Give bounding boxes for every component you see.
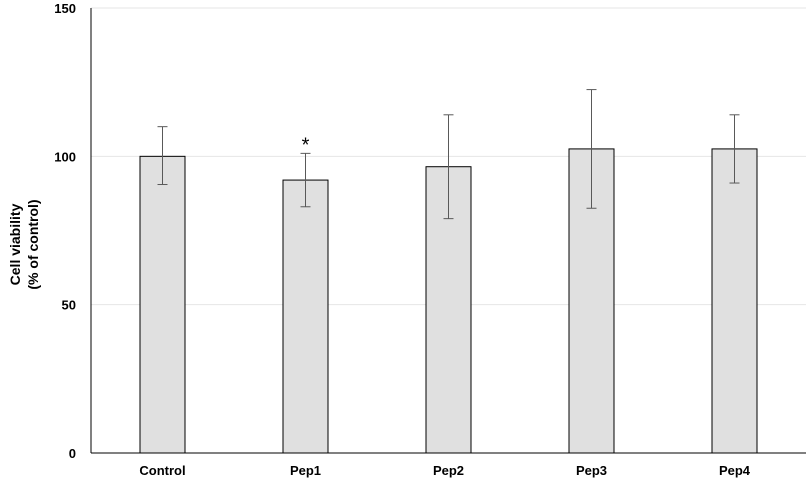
bars bbox=[139, 148, 758, 454]
y-tick-label-50: 50 bbox=[62, 298, 76, 313]
x-tick-label-pep3: Pep3 bbox=[576, 463, 607, 478]
y-tick-labels: 0 50 100 150 bbox=[54, 1, 76, 461]
y-tick-label-100: 100 bbox=[54, 149, 76, 164]
x-tick-label-control: Control bbox=[139, 463, 185, 478]
bar-pep4 bbox=[711, 148, 758, 454]
y-axis-title-line-1: Cell viability bbox=[7, 203, 23, 285]
bar-pep1 bbox=[282, 179, 329, 454]
y-tick-label-150: 150 bbox=[54, 1, 76, 16]
x-tick-label-pep1: Pep1 bbox=[290, 463, 321, 478]
y-axis-title-line-2: (% of control) bbox=[25, 199, 41, 289]
significance-marker-pep1: * bbox=[302, 134, 310, 156]
y-tick-label-0: 0 bbox=[69, 446, 76, 461]
x-tick-label-pep4: Pep4 bbox=[719, 463, 751, 478]
annotations: * bbox=[302, 134, 310, 156]
x-tick-labels: Control Pep1 Pep2 Pep3 Pep4 bbox=[139, 463, 750, 478]
bar-control bbox=[139, 155, 186, 454]
error-bars bbox=[157, 89, 740, 220]
x-tick-label-pep2: Pep2 bbox=[433, 463, 464, 478]
